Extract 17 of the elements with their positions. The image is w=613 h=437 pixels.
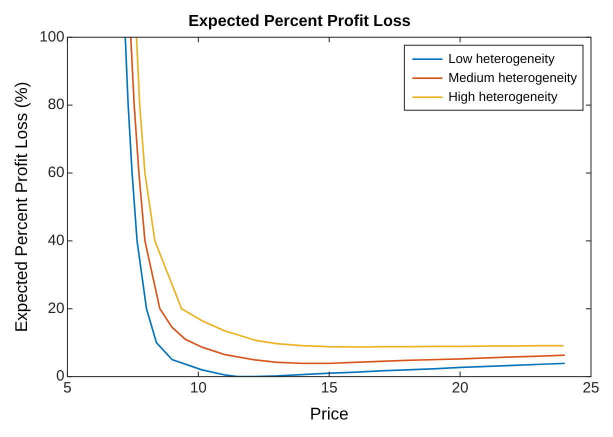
x-tick-label: 20 xyxy=(452,380,468,397)
chart-title: Expected Percent Profit Loss xyxy=(188,13,411,30)
legend-label: Low heterogeneity xyxy=(448,50,556,66)
y-tick-label: 80 xyxy=(48,96,64,114)
x-tick-label: 5 xyxy=(63,380,72,397)
y-tick-label: 100 xyxy=(39,28,64,46)
y-tick-label: 0 xyxy=(56,368,64,385)
y-tick-label: 40 xyxy=(48,232,64,249)
legend-label: High heterogeneity xyxy=(448,88,558,104)
y-tick-label: 20 xyxy=(48,300,64,317)
y-axis-title: Expected Percent Profit Loss (%) xyxy=(12,82,31,332)
x-tick-label: 10 xyxy=(190,380,207,397)
x-axis-title: Price xyxy=(310,404,349,424)
x-tick-label: 15 xyxy=(320,380,338,397)
x-tick-label: 25 xyxy=(582,380,600,397)
legend-label: Medium heterogeneity xyxy=(448,70,578,85)
y-tick-label: 60 xyxy=(48,164,64,182)
